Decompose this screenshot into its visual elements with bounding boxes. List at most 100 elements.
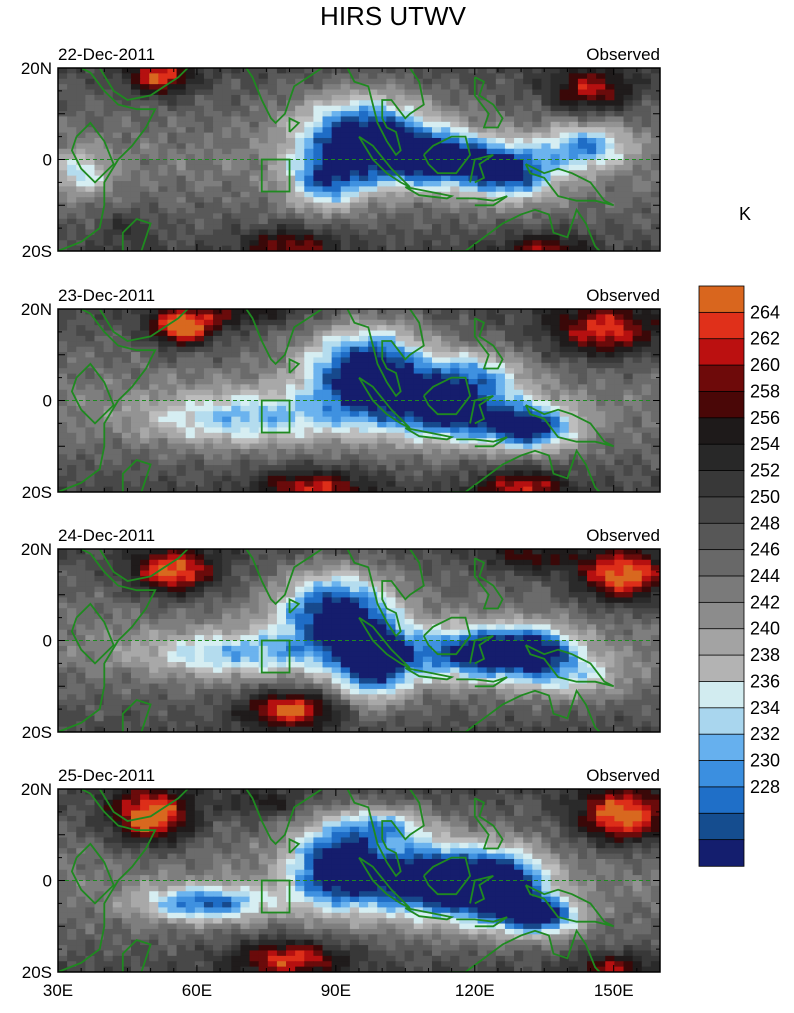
- field-cell: [340, 234, 351, 241]
- field-cell: [422, 475, 433, 482]
- field-cell: [103, 245, 114, 251]
- coastline: [404, 427, 455, 441]
- field-cell: [249, 170, 260, 177]
- field-cell: [450, 325, 460, 332]
- field-cell: [222, 362, 232, 369]
- field-cell: [203, 411, 214, 418]
- field-cell: [486, 68, 497, 74]
- field-cell: [614, 197, 625, 204]
- field-cell: [614, 346, 625, 353]
- field-cell: [176, 565, 187, 572]
- field-cell: [587, 400, 597, 407]
- field-cell: [359, 335, 369, 342]
- field-cell: [486, 352, 497, 359]
- field-cell: [149, 400, 159, 407]
- field-cell: [194, 132, 205, 139]
- field-cell: [94, 570, 105, 577]
- field-cell: [431, 368, 442, 375]
- field-cell: [158, 224, 169, 231]
- field-cell: [468, 186, 479, 193]
- field-cell: [176, 470, 187, 477]
- field-cell: [386, 459, 397, 466]
- field-cell: [468, 240, 479, 247]
- field-cell: [459, 559, 470, 566]
- field-cell: [431, 218, 442, 225]
- field-cell: [176, 405, 187, 412]
- field-cell: [185, 94, 196, 101]
- field-cell: [213, 137, 223, 144]
- field-cell: [295, 389, 305, 396]
- coastline: [346, 68, 425, 157]
- field-cell: [404, 197, 415, 204]
- field-cell: [550, 132, 561, 139]
- field-cell: [650, 137, 660, 144]
- field-cell: [313, 127, 324, 134]
- field-cell: [541, 368, 552, 375]
- field-cell: [249, 384, 260, 391]
- field-cell: [468, 346, 479, 353]
- field-cell: [605, 191, 615, 198]
- field-cell: [650, 465, 660, 472]
- field-cell: [340, 100, 351, 107]
- field-cell: [386, 186, 397, 193]
- field-cell: [185, 470, 196, 477]
- field-cell: [386, 448, 397, 455]
- field-cell: [295, 314, 305, 321]
- field-cell: [541, 405, 552, 412]
- field-cell: [158, 213, 169, 220]
- field-cell: [523, 137, 533, 144]
- field-cell: [158, 154, 169, 161]
- field-cell: [203, 78, 214, 85]
- field-cell: [158, 240, 169, 247]
- field-cell: [441, 352, 451, 359]
- field-cell: [340, 395, 351, 402]
- field-cell: [623, 341, 634, 348]
- field-cell: [395, 164, 406, 171]
- field-cell: [359, 389, 369, 396]
- field-cell: [140, 202, 150, 209]
- field-cell: [641, 554, 652, 561]
- field-cell: [103, 416, 114, 423]
- field-cell: [240, 105, 251, 112]
- field-cell: [550, 357, 561, 364]
- field-cell: [632, 559, 643, 566]
- field-cell: [249, 197, 260, 204]
- field-cell: [468, 362, 479, 369]
- field-cell: [167, 127, 178, 134]
- field-cell: [514, 400, 524, 407]
- field-cell: [632, 224, 643, 231]
- field-cell: [331, 154, 342, 161]
- field-cell: [532, 378, 543, 385]
- field-cell: [194, 422, 205, 429]
- field-cell: [76, 400, 86, 407]
- field-cell: [650, 218, 660, 225]
- field-cell: [596, 422, 606, 429]
- field-cell: [112, 325, 123, 332]
- field-cell: [67, 438, 77, 445]
- field-cell: [532, 335, 543, 342]
- field-cell: [413, 207, 424, 214]
- field-cell: [495, 148, 506, 155]
- field-cell: [267, 159, 278, 166]
- field-cell: [614, 159, 625, 166]
- field-cell: [167, 202, 178, 209]
- field-cell: [149, 475, 159, 482]
- field-cell: [587, 175, 597, 182]
- field-cell: [632, 459, 643, 466]
- field-cell: [85, 475, 96, 482]
- field-cell: [541, 373, 552, 380]
- field-cell: [67, 486, 77, 492]
- field-cell: [377, 229, 387, 236]
- field-cell: [149, 357, 159, 364]
- field-cell: [176, 186, 187, 193]
- field-cell: [395, 459, 406, 466]
- field-cell: [605, 432, 615, 439]
- field-cell: [112, 373, 123, 380]
- field-cell: [614, 405, 625, 412]
- field-cell: [596, 100, 606, 107]
- field-cell: [167, 170, 178, 177]
- field-cell: [85, 470, 96, 477]
- field-cell: [331, 352, 342, 359]
- field-cell: [431, 207, 442, 214]
- field-cell: [304, 565, 314, 572]
